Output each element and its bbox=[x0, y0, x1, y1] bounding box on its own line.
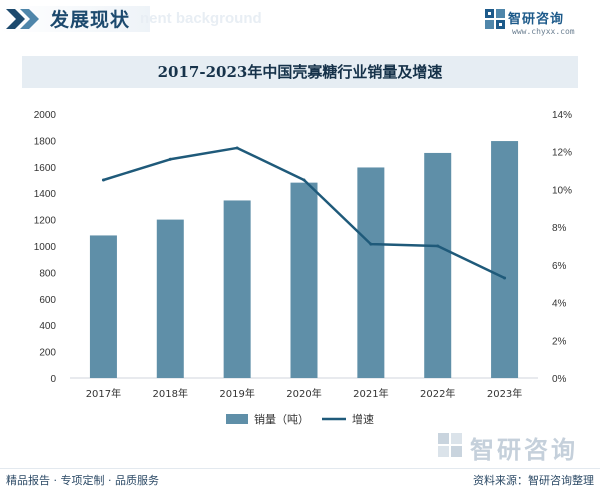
growth-point bbox=[235, 146, 239, 150]
footer-watermark-name: 智研咨询 bbox=[470, 436, 578, 464]
y-left-tick-label: 0 bbox=[50, 374, 56, 385]
growth-point bbox=[369, 242, 373, 246]
growth-point bbox=[436, 244, 440, 248]
footer-source: 资料来源：智研咨询整理 bbox=[473, 474, 594, 487]
brand-url: www.chyxx.com bbox=[512, 27, 575, 36]
header-english-subtitle: nent background bbox=[140, 10, 262, 27]
y-left-tick-label: 800 bbox=[39, 268, 56, 279]
y-right-tick-label: 6% bbox=[552, 261, 567, 272]
bar-sales bbox=[89, 235, 117, 378]
y-right-tick-label: 10% bbox=[552, 185, 572, 196]
y-right-tick-label: 4% bbox=[552, 299, 567, 310]
y-right-tick-label: 14% bbox=[552, 110, 572, 121]
footer-brand-watermark-icon bbox=[438, 433, 462, 457]
sales-growth-chart: 0 200 400 600 800 1000 1200 1400 1600 1800 2000 0% 2… bbox=[34, 110, 572, 426]
x-tick-label: 2023年 bbox=[487, 387, 522, 400]
y-right-tick-label: 2% bbox=[552, 336, 567, 347]
double-chevron-icon bbox=[6, 9, 39, 29]
legend-label-sales: 销量（吨） bbox=[254, 412, 309, 426]
y-left-tick-label: 200 bbox=[39, 348, 56, 359]
y-left-tick-label: 400 bbox=[39, 321, 56, 332]
y-left-tick-label: 1600 bbox=[34, 163, 57, 174]
brand-logo-icon bbox=[485, 9, 505, 29]
x-tick-label: 2018年 bbox=[153, 387, 188, 400]
y-left-tick-label: 1800 bbox=[34, 136, 57, 147]
bar-sales bbox=[223, 200, 251, 378]
x-tick-label: 2020年 bbox=[286, 387, 321, 400]
bar-sales bbox=[357, 167, 385, 378]
page-footer: 精品报告 · 专项定制 · 品质服务 资料来源：智研咨询整理 bbox=[0, 468, 600, 490]
y-left-tick-label: 600 bbox=[39, 295, 56, 306]
chart-title-banner: 2017-2023年中国壳寡糖行业销量及增速 bbox=[22, 56, 578, 88]
brand-logo: 智研咨询 www.chyxx.com bbox=[484, 8, 594, 40]
legend-swatch-sales bbox=[226, 414, 248, 424]
page-title: 发展现状 bbox=[50, 9, 131, 31]
y-left-tick-label: 2000 bbox=[34, 110, 57, 121]
x-tick-label: 2021年 bbox=[353, 387, 388, 400]
bar-sales bbox=[156, 219, 184, 378]
legend-label-growth: 增速 bbox=[352, 412, 374, 426]
page-header: nent background 发展现状 智研咨询 www.chyxx.com bbox=[0, 0, 600, 48]
y-left-tick-label: 1400 bbox=[34, 189, 57, 200]
y-right-tick-label: 8% bbox=[552, 223, 567, 234]
growth-point bbox=[101, 178, 105, 182]
x-tick-label: 2019年 bbox=[219, 387, 254, 400]
bar-sales bbox=[491, 141, 519, 378]
y-right-tick-label: 0% bbox=[552, 374, 567, 385]
growth-point bbox=[302, 178, 306, 182]
growth-point bbox=[168, 157, 172, 161]
growth-point bbox=[503, 276, 507, 280]
brand-name: 智研咨询 bbox=[508, 12, 565, 27]
bar-sales bbox=[290, 182, 318, 378]
y-right-tick-label: 12% bbox=[552, 148, 572, 159]
y-left-tick-label: 1000 bbox=[34, 242, 57, 253]
chart-title: 2017-2023年中国壳寡糖行业销量及增速 bbox=[157, 63, 443, 81]
y-left-tick-label: 1200 bbox=[34, 216, 57, 227]
x-tick-label: 2017年 bbox=[86, 387, 121, 400]
x-tick-label: 2022年 bbox=[420, 387, 455, 400]
bar-sales bbox=[424, 152, 452, 378]
footer-slogan: 精品报告 · 专项定制 · 品质服务 bbox=[6, 474, 159, 487]
